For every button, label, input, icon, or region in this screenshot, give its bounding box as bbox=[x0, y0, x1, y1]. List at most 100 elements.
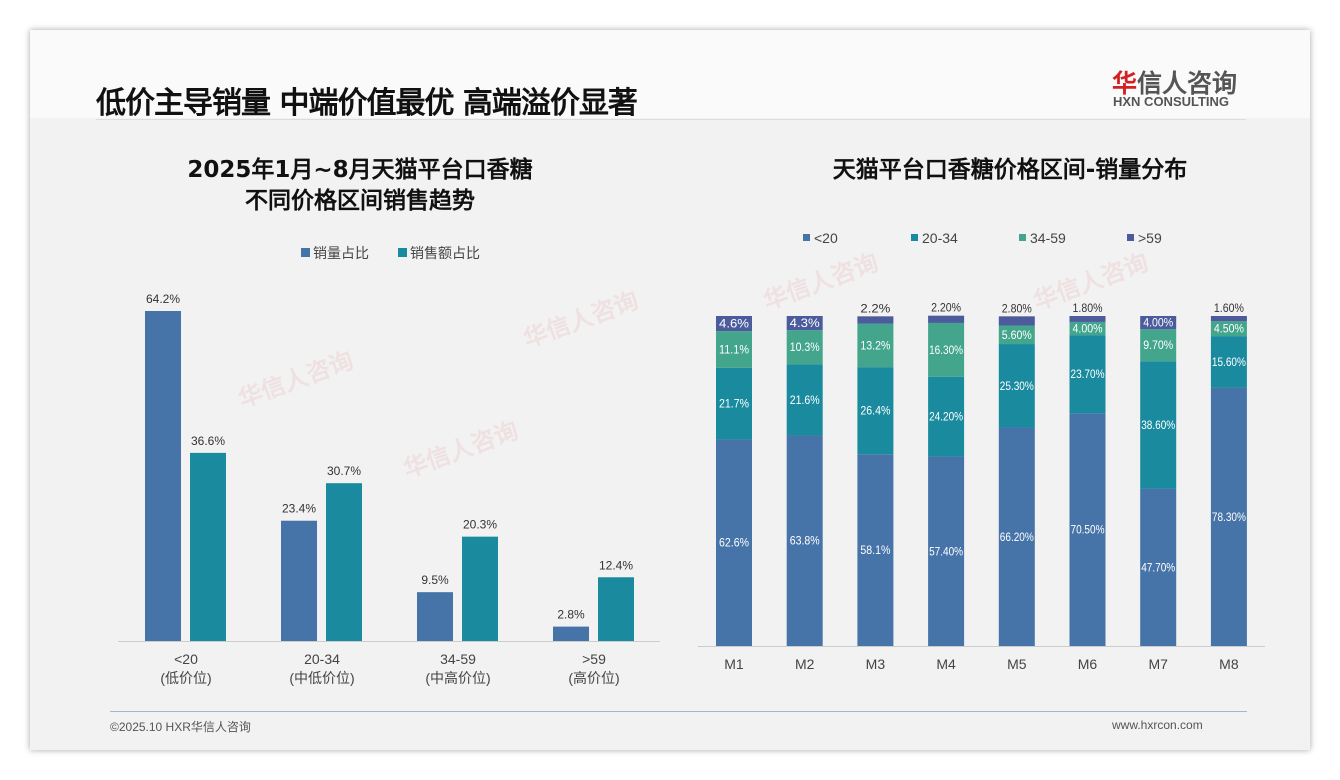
bar bbox=[598, 577, 634, 641]
bar-segment bbox=[998, 325, 1035, 345]
x-tick-label: M1 bbox=[724, 656, 744, 672]
data-label: 30.7% bbox=[327, 464, 361, 478]
data-label: 24.20% bbox=[929, 410, 963, 424]
bar-segment bbox=[786, 435, 823, 646]
bar-segment bbox=[1140, 329, 1177, 362]
legend-label: >59 bbox=[1138, 230, 1162, 246]
header bbox=[30, 30, 1310, 118]
data-label: 15.60% bbox=[1212, 355, 1246, 369]
legend-swatch bbox=[803, 234, 810, 241]
bar-segment bbox=[716, 439, 752, 646]
legend-label: 销量占比 bbox=[313, 245, 369, 261]
data-label: 25.30% bbox=[1000, 379, 1034, 393]
x-tick-label: <20 bbox=[174, 651, 198, 667]
legend-label: <20 bbox=[814, 230, 838, 246]
bar-segment bbox=[857, 367, 894, 455]
data-label: 70.50% bbox=[1071, 523, 1105, 537]
left-chart-title: 2025年1月~8月天猫平台口香糖 不同价格区间销售趋势 bbox=[150, 155, 570, 217]
x-tick-sublabel: (高价位) bbox=[568, 670, 619, 686]
bar-segment bbox=[857, 323, 894, 368]
bar-segment bbox=[786, 330, 823, 365]
bar-segment bbox=[1210, 316, 1247, 322]
x-tick-label: M3 bbox=[866, 656, 886, 672]
bar bbox=[326, 483, 362, 641]
legend-label: 20-34 bbox=[922, 230, 958, 246]
data-label: 10.3% bbox=[790, 340, 820, 354]
logo-en: HXN CONSULTING bbox=[1113, 94, 1230, 109]
x-tick-label: 20-34 bbox=[304, 651, 340, 667]
data-label: 4.6% bbox=[719, 317, 749, 331]
legend-label: 销售额占比 bbox=[410, 245, 480, 261]
bar-segment bbox=[1210, 387, 1247, 646]
data-label: 58.1% bbox=[860, 543, 890, 557]
x-tick-sublabel: (低价位) bbox=[160, 670, 211, 686]
data-label: 2.80% bbox=[1002, 301, 1032, 315]
title-line2: 不同价格区间销售趋势 bbox=[245, 188, 475, 214]
bar-segment bbox=[1210, 336, 1247, 388]
footer-divider bbox=[110, 711, 1247, 712]
data-label: 26.4% bbox=[860, 404, 890, 418]
legend-swatch bbox=[1019, 234, 1026, 241]
bar-segment bbox=[1069, 316, 1106, 322]
page-title: 低价主导销量 中端价值最优 高端溢价显著 bbox=[96, 86, 638, 121]
x-tick-sublabel: (中高价位) bbox=[425, 670, 490, 686]
data-label: 12.4% bbox=[599, 558, 633, 572]
title-line1: 2025年1月~8月天猫平台口香糖 bbox=[187, 157, 533, 183]
data-label: 2.2% bbox=[860, 301, 890, 315]
bar-segment bbox=[998, 344, 1035, 428]
x-tick-label: M5 bbox=[1007, 656, 1027, 672]
right-chart-title: 天猫平台口香糖价格区间-销量分布 bbox=[832, 157, 1188, 183]
bar-segment bbox=[786, 316, 823, 331]
data-label: 57.40% bbox=[929, 544, 963, 558]
data-label: 4.3% bbox=[790, 316, 820, 330]
x-tick-label: M4 bbox=[936, 656, 956, 672]
data-label: 36.6% bbox=[191, 434, 225, 448]
legend-swatch bbox=[301, 248, 310, 257]
data-label: 4.00% bbox=[1073, 322, 1103, 336]
header-divider bbox=[96, 119, 1246, 120]
bar bbox=[553, 626, 589, 641]
bar bbox=[462, 536, 498, 641]
bar bbox=[190, 452, 226, 641]
logo: 华信人咨询 bbox=[1112, 64, 1237, 100]
x-tick-label: M8 bbox=[1219, 656, 1239, 672]
data-label: 66.20% bbox=[1000, 530, 1034, 544]
data-label: 1.60% bbox=[1214, 301, 1244, 315]
x-tick-sublabel: (中低价位) bbox=[289, 670, 354, 686]
bar-segment bbox=[716, 316, 752, 332]
bar-segment bbox=[928, 376, 965, 457]
logo-red: 华 bbox=[1112, 69, 1138, 98]
data-label: 78.30% bbox=[1212, 510, 1246, 524]
data-label: 2.20% bbox=[931, 301, 961, 315]
data-label: 20.3% bbox=[463, 518, 497, 532]
bar-segment bbox=[716, 331, 752, 368]
data-label: 13.2% bbox=[860, 338, 890, 352]
bar-segment bbox=[1140, 488, 1177, 646]
bar-segment bbox=[1140, 361, 1177, 489]
legend-swatch bbox=[1127, 234, 1134, 241]
data-label: 21.7% bbox=[719, 397, 749, 411]
data-label: 23.4% bbox=[282, 502, 316, 516]
logo-rest: 信人咨询 bbox=[1137, 69, 1238, 98]
legend-swatch bbox=[911, 234, 918, 241]
bar-segment bbox=[1069, 413, 1106, 646]
bar-segment bbox=[928, 322, 965, 377]
data-label: 9.70% bbox=[1143, 338, 1173, 352]
data-label: 23.70% bbox=[1071, 367, 1105, 381]
x-tick-label: M7 bbox=[1148, 656, 1168, 672]
bar bbox=[145, 311, 181, 641]
data-label: 62.6% bbox=[719, 536, 749, 550]
data-label: 64.2% bbox=[146, 292, 180, 306]
copyright: ©2025.10 HXR华信人咨询 bbox=[110, 720, 251, 734]
bar-segment bbox=[998, 427, 1035, 646]
legend-swatch bbox=[398, 248, 407, 257]
data-label: 1.80% bbox=[1073, 301, 1103, 315]
x-tick-label: >59 bbox=[582, 651, 606, 667]
bar-segment bbox=[1210, 321, 1247, 337]
bar-segment bbox=[1069, 335, 1106, 414]
bar-segment bbox=[857, 316, 894, 324]
data-label: 9.5% bbox=[421, 573, 449, 587]
bar-segment bbox=[716, 367, 752, 440]
data-label: 21.6% bbox=[790, 393, 820, 407]
